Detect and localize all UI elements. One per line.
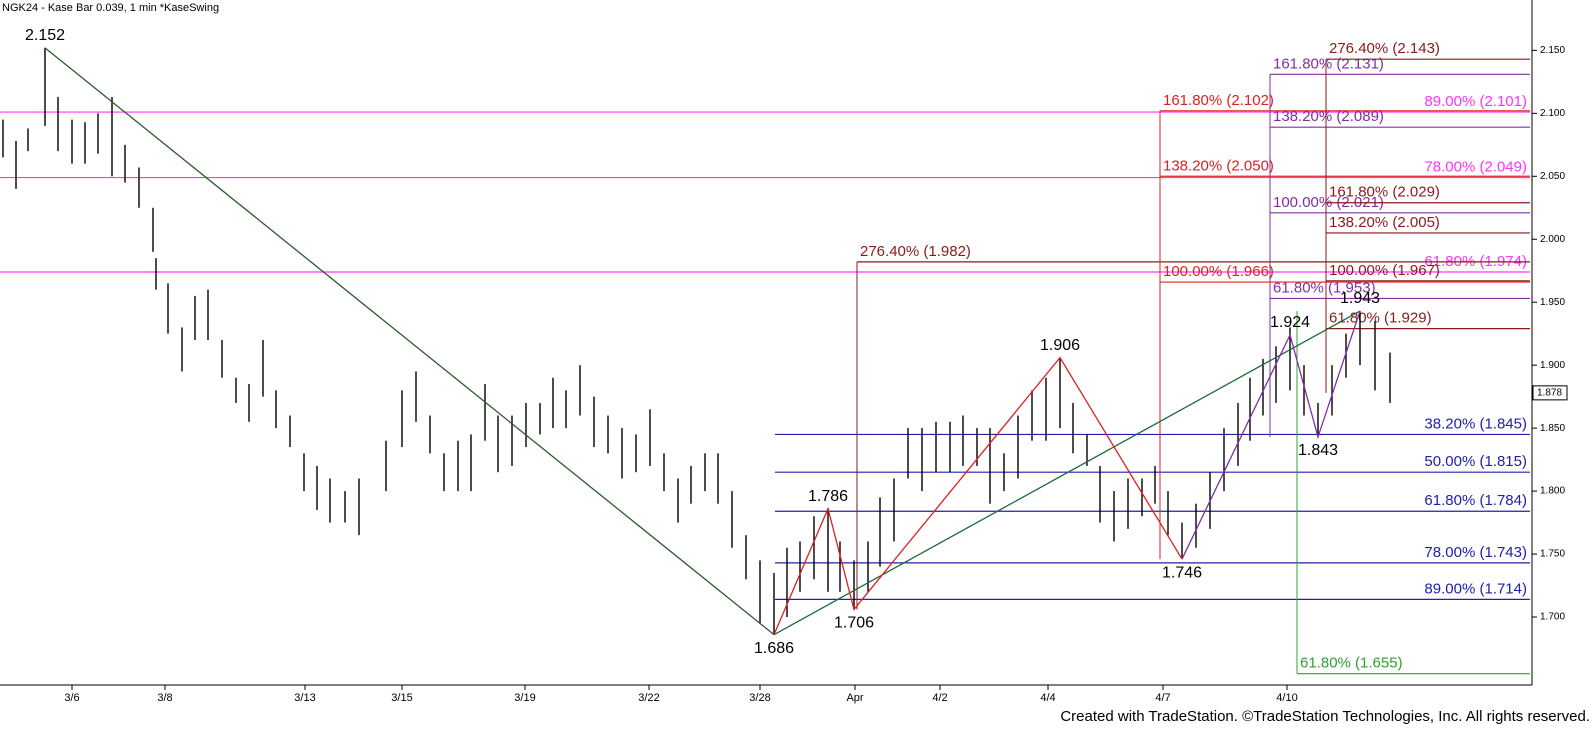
fib-label: 276.40% (2.143) [1329, 40, 1440, 57]
fib-label: 161.80% (2.131) [1273, 55, 1384, 72]
pivot-high-label: 1.924 [1270, 314, 1310, 331]
fib-label: 100.00% (1.966) [1163, 263, 1274, 280]
chart-title: NGK24 - Kase Bar 0.039, 1 min *KaseSwing [2, 2, 219, 14]
x-tick-label: 4/4 [1040, 692, 1055, 704]
swing-line [773, 356, 1183, 635]
x-tick-label: 3/13 [294, 692, 315, 704]
y-tick-label: 1.700 [1540, 612, 1565, 623]
x-tick-label: 3/22 [638, 692, 659, 704]
x-tick-label: 4/2 [932, 692, 947, 704]
x-tick-label: 3/6 [64, 692, 79, 704]
y-tick-label: 2.150 [1540, 45, 1565, 56]
pivot-low-label: 1.686 [754, 640, 794, 657]
pivot-low-label: 1.706 [834, 615, 874, 632]
y-tick-label: 1.950 [1540, 297, 1565, 308]
y-tick-label: 1.850 [1540, 423, 1565, 434]
x-tick-label: 3/19 [514, 692, 535, 704]
x-tick-label: 4/10 [1276, 692, 1297, 704]
pivot-low-label: 1.843 [1298, 442, 1338, 459]
x-tick-label: Apr [846, 692, 863, 704]
pivot-high-label: 1.943 [1340, 290, 1380, 307]
fib-label: 138.20% (2.089) [1273, 108, 1384, 125]
fib-label: 161.80% (2.102) [1163, 92, 1274, 109]
fib-label: 78.00% (1.743) [1424, 544, 1527, 561]
pivot-high-label: 1.786 [808, 488, 848, 505]
fib-label: 100.00% (1.967) [1329, 262, 1440, 279]
fib-label: 61.80% (1.953) [1273, 279, 1376, 296]
y-tick-label: 1.900 [1540, 360, 1565, 371]
x-tick-label: 4/7 [1155, 692, 1170, 704]
pivot-high-label: 1.906 [1040, 337, 1080, 354]
y-tick-label: 2.050 [1540, 171, 1565, 182]
fib-label: 276.40% (1.982) [860, 243, 971, 260]
swing-line [773, 310, 1361, 636]
fib-label: 61.80% (1.784) [1424, 492, 1527, 509]
fib-label: 138.20% (2.050) [1163, 157, 1274, 174]
fib-label: 50.00% (1.815) [1424, 453, 1527, 470]
fib-label: 89.00% (2.101) [1424, 93, 1527, 110]
y-tick-label: 1.750 [1540, 549, 1565, 560]
fib-label: 138.20% (2.005) [1329, 214, 1440, 231]
fib-label: 38.20% (1.845) [1424, 415, 1527, 432]
fib-label: 161.80% (2.029) [1329, 184, 1440, 201]
last-price-box [1532, 385, 1568, 401]
x-tick-label: 3/28 [749, 692, 770, 704]
x-tick-label: 3/8 [157, 692, 172, 704]
fib-label: 61.80% (1.929) [1329, 310, 1432, 327]
y-tick-label: 2.000 [1540, 234, 1565, 245]
x-tick-label: 3/15 [391, 692, 412, 704]
fib-label: 89.00% (1.714) [1424, 580, 1527, 597]
fib-label: 78.00% (2.049) [1424, 159, 1527, 176]
fib-label: 61.80% (1.655) [1300, 655, 1403, 672]
pivot-high-label: 2.152 [25, 27, 65, 44]
y-tick-label: 1.800 [1540, 486, 1565, 497]
last-price-label: 1.878 [1537, 388, 1562, 399]
swing-line [1181, 310, 1361, 560]
swing-line [44, 47, 775, 636]
footer: Created with TradeStation. ©TradeStation… [1060, 708, 1590, 725]
y-tick-label: 2.100 [1540, 108, 1565, 119]
pivot-low-label: 1.746 [1162, 564, 1202, 581]
